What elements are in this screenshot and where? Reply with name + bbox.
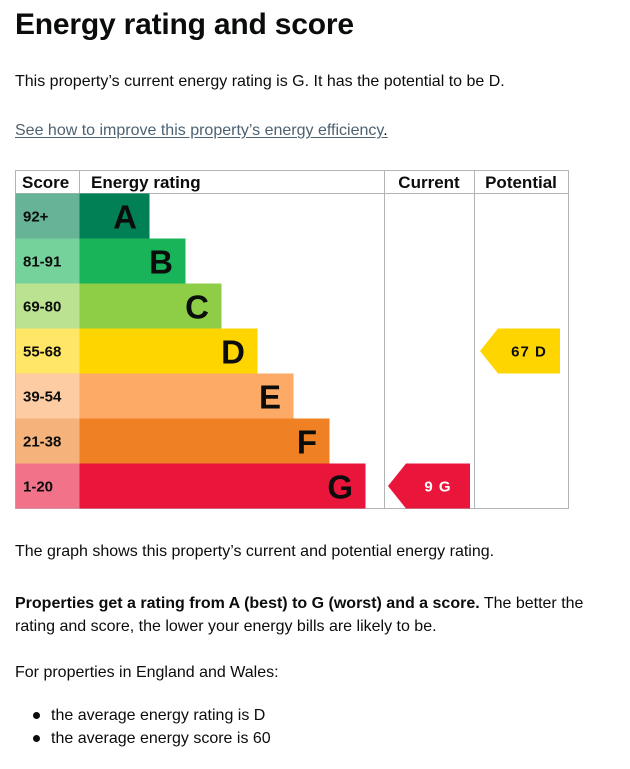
band-score-label: 21-38 — [23, 434, 61, 451]
rating-explanation: Properties get a rating from A (best) to… — [15, 592, 595, 638]
band-score-cell — [15, 238, 80, 284]
current-rating-marker-arrow — [388, 463, 470, 509]
band-score-cell — [15, 373, 80, 419]
band-letter: B — [149, 244, 173, 281]
band-letter: A — [113, 199, 137, 236]
band-bar — [79, 328, 258, 374]
band-score-cell — [15, 418, 80, 464]
band-letter: F — [297, 424, 317, 461]
band-bar — [79, 283, 222, 329]
band-letter: D — [221, 334, 245, 371]
potential-rating-marker: 67 D — [480, 328, 560, 374]
band-row-d: 55-68 D — [15, 328, 258, 374]
band-letter: E — [259, 379, 281, 416]
rating-intro: This property’s current energy rating is… — [15, 73, 505, 90]
region-intro: For properties in England and Wales: — [15, 664, 279, 681]
band-row-f: 21-38 F — [15, 418, 330, 464]
current-rating-marker: 9 G — [388, 463, 470, 509]
potential-rating-marker-label: 67 D — [511, 344, 547, 361]
averages-list: the average energy rating is D the avera… — [15, 704, 271, 750]
band-score-cell — [15, 283, 80, 329]
score-header: Score — [22, 173, 69, 192]
band-score-label: 69-80 — [23, 299, 61, 316]
average-rating-item: the average energy rating is D — [15, 704, 271, 727]
band-row-c: 69-80 C — [15, 283, 222, 329]
band-bar — [79, 463, 366, 509]
rating-header: Energy rating — [91, 173, 201, 192]
potential-rating-marker-arrow — [480, 328, 560, 374]
band-letter: C — [185, 289, 209, 326]
improve-efficiency-link[interactable]: See how to improve this property’s energ… — [15, 122, 384, 139]
rating-explanation-rest: The better the rating and score, the low… — [15, 595, 584, 635]
band-bar — [79, 373, 294, 419]
current-rating-marker-label: 9 G — [424, 479, 451, 496]
average-score-item: the average energy score is 60 — [15, 727, 271, 750]
band-row-b: 81-91 B — [15, 238, 186, 284]
band-bar — [79, 418, 330, 464]
band-score-label: 1-20 — [23, 479, 53, 496]
link-suffix: . — [383, 122, 388, 139]
band-score-cell — [15, 328, 80, 374]
improve-efficiency-link-row: See how to improve this property’s energ… — [15, 122, 388, 140]
band-letter: G — [327, 469, 353, 506]
page-title: Energy rating and score — [15, 8, 354, 41]
energy-rating-chart: Score Energy rating Current Potential 92+ A8… — [15, 170, 569, 509]
band-bar — [79, 238, 186, 284]
band-row-a: 92+ A — [15, 193, 150, 239]
band-score-cell — [15, 463, 80, 509]
band-score-label: 92+ — [23, 209, 49, 226]
chart-caption: The graph shows this property’s current … — [15, 543, 495, 560]
band-row-g: 1-20 G — [15, 463, 366, 509]
band-score-label: 55-68 — [23, 344, 61, 361]
current-header: Current — [398, 173, 460, 192]
band-score-label: 39-54 — [23, 389, 62, 406]
band-bar — [79, 193, 150, 239]
band-score-cell — [15, 193, 80, 239]
band-score-label: 81-91 — [23, 254, 61, 271]
band-row-e: 39-54 E — [15, 373, 294, 419]
rating-explanation-bold: Properties get a rating from A (best) to… — [15, 595, 480, 612]
potential-header: Potential — [485, 173, 557, 192]
